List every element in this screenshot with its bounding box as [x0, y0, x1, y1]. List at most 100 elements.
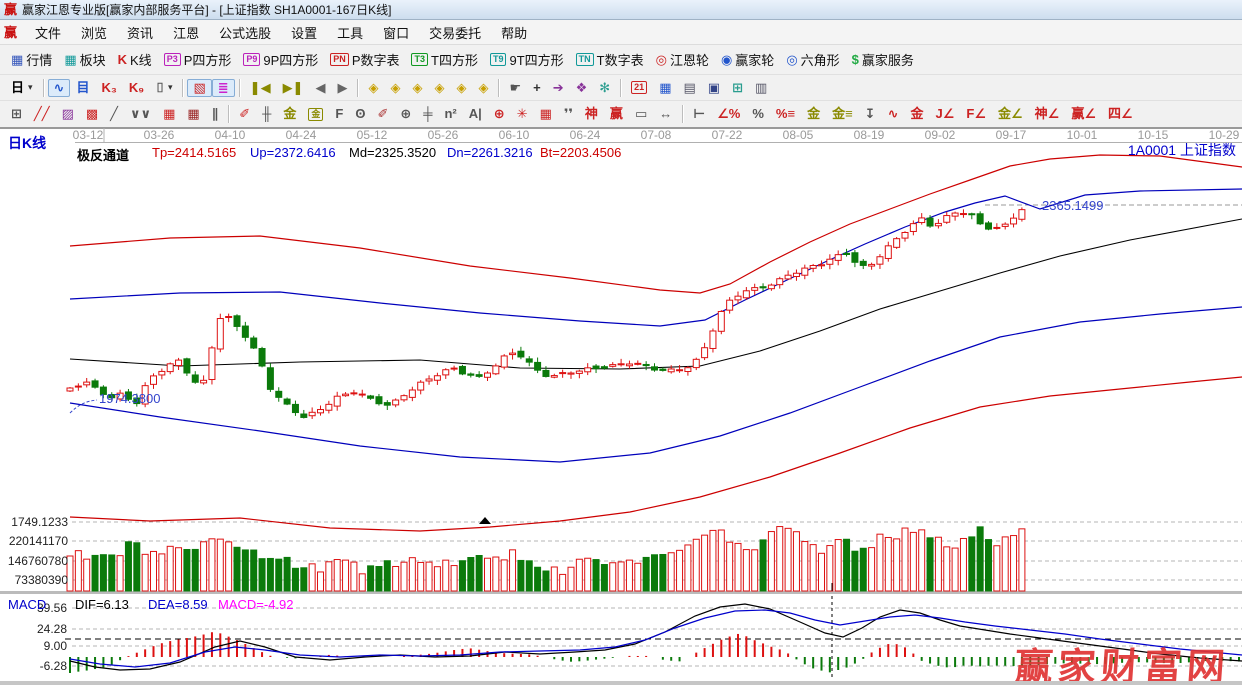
winner-service-button[interactable]: $ 赢家服务: [846, 48, 920, 71]
dart-tool[interactable]: ✐: [233, 105, 256, 123]
scale-list-tool[interactable]: ⊢: [687, 105, 711, 123]
first-page-button[interactable]: ❚◀: [244, 79, 277, 97]
shen-grid-tool[interactable]: 神: [579, 105, 604, 123]
wave-band-tool[interactable]: ∿: [882, 105, 905, 123]
candle-style-selector-dropdown-arrow[interactable]: ▾: [167, 82, 173, 92]
hand-tool-button[interactable]: ☛: [503, 79, 527, 97]
save-button[interactable]: ▣: [702, 79, 726, 97]
measure-dart-tool[interactable]: ✐: [371, 105, 394, 123]
period-day-selector-dropdown-arrow[interactable]: ▾: [28, 82, 33, 92]
time-circle-tool[interactable]: ⊕: [394, 105, 417, 123]
calendar-button[interactable]: 21: [625, 79, 653, 96]
period-day-selector[interactable]: 日 ▾: [5, 79, 39, 97]
spiral-tool[interactable]: ʘ: [349, 105, 371, 123]
menu-item-7[interactable]: 窗口: [383, 25, 410, 41]
menu-item-9[interactable]: 帮助: [501, 25, 528, 41]
menu-item-8[interactable]: 交易委托: [429, 25, 482, 41]
kline3-button[interactable]: K₃: [95, 79, 122, 97]
f-line-tool[interactable]: F: [329, 105, 349, 123]
menu-item-4[interactable]: 公式选股: [219, 25, 272, 41]
p-number-table-button[interactable]: PN P数字表: [324, 48, 405, 71]
pointer-mark-button[interactable]: ➔: [547, 79, 570, 97]
ying-angle-tool[interactable]: 赢∠: [1065, 105, 1102, 123]
crosshair-button[interactable]: +: [527, 79, 547, 97]
time-grid-tool[interactable]: ▦: [181, 105, 205, 123]
percent-angle-tool[interactable]: ∠%: [711, 105, 746, 123]
region-compress-button[interactable]: ▧: [187, 78, 212, 97]
zigzag-tool[interactable]: ∨∨: [124, 105, 157, 123]
capture-button[interactable]: ⊞: [726, 79, 749, 97]
snap-grid-tool[interactable]: ⊞: [5, 105, 28, 123]
golden-section-tool[interactable]: 金: [277, 105, 302, 123]
quote-tool[interactable]: ❜❜: [558, 105, 579, 123]
ornament-tool-button[interactable]: ❖: [570, 79, 594, 97]
winner-wheel-button[interactable]: ◉ 赢家轮: [715, 48, 780, 71]
parallel-lines-tool[interactable]: ∥: [206, 105, 225, 123]
market-quotes-button[interactable]: ▦ 行情: [5, 48, 58, 71]
info-card-button[interactable]: 目: [70, 79, 95, 97]
n-square-tool[interactable]: n²: [438, 105, 462, 123]
calculator-button[interactable]: ▦: [653, 79, 677, 97]
menu-item-0[interactable]: 文件: [35, 25, 62, 41]
last-page-button[interactable]: ▶❚: [277, 79, 310, 97]
golden-box-tool[interactable]: 金: [302, 106, 329, 123]
gann-circle-tool[interactable]: ⊕: [488, 105, 511, 123]
p9-square-button[interactable]: P9 9P四方形: [237, 48, 324, 71]
p-square-button[interactable]: P3 P四方形: [158, 48, 238, 71]
scroll-left-button[interactable]: ◈: [362, 79, 384, 97]
scroll-right-button[interactable]: ◈: [384, 79, 406, 97]
print-button[interactable]: ▥: [749, 79, 773, 97]
f-angle-tool[interactable]: F∠: [960, 105, 992, 123]
menu-item-6[interactable]: 工具: [337, 25, 364, 41]
shen-angle-tool[interactable]: 神∠: [1029, 105, 1066, 123]
percent-tool[interactable]: %: [746, 105, 770, 123]
sectors-button[interactable]: ▦ 板块: [58, 48, 111, 71]
gann-wheel-button[interactable]: ◎ 江恩轮: [650, 48, 715, 71]
gold-lines-tool[interactable]: 金≡: [826, 105, 859, 123]
expand-horizontal-button[interactable]: ◈: [406, 79, 428, 97]
shrink-vertical-button[interactable]: ◈: [450, 79, 472, 97]
next-page-button[interactable]: ▶: [331, 79, 353, 97]
expand-vertical-button[interactable]: ◈: [472, 79, 494, 97]
web-tool[interactable]: ✳: [511, 105, 534, 123]
gold-underline-tool[interactable]: 金: [904, 105, 929, 123]
width-measure-tool[interactable]: ↔: [653, 105, 678, 123]
gold-circle-tool[interactable]: 金: [801, 105, 826, 123]
menu-item-3[interactable]: 江恩: [173, 25, 200, 41]
ying-grid-tool[interactable]: 赢: [604, 105, 629, 123]
ornament2-tool-button[interactable]: ✻: [593, 79, 616, 97]
scroll-right-button-icon: ◈: [390, 79, 401, 95]
percent-line-tool[interactable]: %≡: [770, 105, 801, 123]
menu-item-2[interactable]: 资讯: [127, 25, 154, 41]
fan-box-tool[interactable]: ▨: [56, 105, 80, 123]
candle-style-selector[interactable]: ⌷ ▾: [150, 79, 178, 97]
trend-line-tool[interactable]: ╱: [104, 105, 124, 123]
gann-fan-tool[interactable]: ╱╱: [28, 105, 56, 123]
rail2-tool[interactable]: ╪: [417, 105, 438, 123]
kline-button[interactable]: K K线: [112, 48, 158, 71]
chart-canvas[interactable]: 03-12 03-26 04-10 04-24 05-12 05-26 06-10 06-24…: [0, 128, 1242, 685]
kline9-button[interactable]: K₉: [123, 79, 150, 97]
matrix-tool[interactable]: ▦: [534, 105, 558, 123]
t9-square-button[interactable]: T9 9T四方形: [484, 48, 570, 71]
prev-page-button[interactable]: ◀: [309, 79, 331, 97]
ruler-tool[interactable]: ▭: [629, 105, 653, 123]
menu-item-5[interactable]: 设置: [291, 25, 318, 41]
fan-grid-tool[interactable]: ▩: [80, 105, 104, 123]
price-axis-bottom-value: 1749.1233: [11, 515, 68, 529]
scribble-chart-button[interactable]: ∿: [47, 78, 71, 97]
price-grid-tool[interactable]: ▦: [157, 105, 181, 123]
j-angle-tool[interactable]: J∠: [930, 105, 961, 123]
rail-tool[interactable]: ╫: [256, 105, 277, 123]
hexagon-button[interactable]: ◎ 六角形: [780, 48, 845, 71]
volume-profile-button[interactable]: ≣: [211, 78, 235, 97]
menu-item-1[interactable]: 浏览: [81, 25, 108, 41]
gold-angle-tool[interactable]: 金∠: [992, 105, 1029, 123]
t-number-table-button[interactable]: TN T数字表: [570, 48, 650, 71]
wave-count-tool[interactable]: A|: [463, 105, 488, 123]
t-square-button[interactable]: T3 T四方形: [405, 48, 483, 71]
shrink-horizontal-button[interactable]: ◈: [428, 79, 450, 97]
si-angle-tool[interactable]: 四∠: [1102, 105, 1139, 123]
vertical-measure-tool[interactable]: ↧: [859, 105, 882, 123]
notes-button[interactable]: ▤: [677, 79, 701, 97]
